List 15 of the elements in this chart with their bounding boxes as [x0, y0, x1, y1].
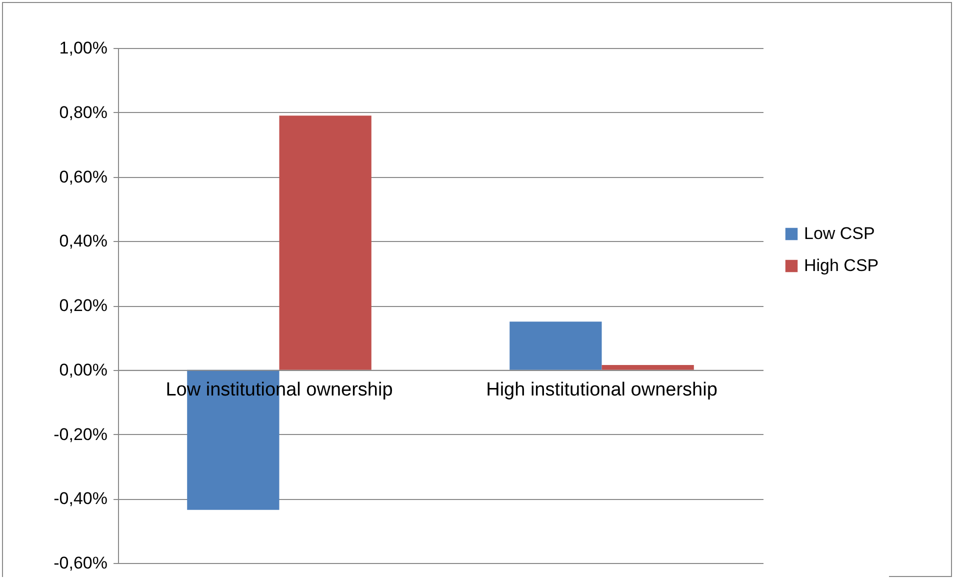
legend-label: High CSP — [804, 256, 879, 275]
y-tick-label: 0,20% — [59, 296, 108, 315]
y-tick-label: 1,00% — [59, 38, 108, 58]
x-tick-label: High institutional ownership — [486, 379, 718, 400]
y-tick-label: -0,40% — [54, 489, 108, 508]
y-tick-label: -0,20% — [54, 424, 108, 444]
y-tick-label: 0,40% — [59, 232, 108, 251]
bar — [510, 322, 602, 370]
bar — [602, 365, 694, 370]
y-tick-label: 0,00% — [59, 360, 108, 380]
y-tick-label: 0,80% — [59, 102, 108, 122]
bar — [279, 116, 372, 370]
y-tick-label: 0,60% — [59, 167, 108, 186]
y-tick-label: -0,60% — [54, 554, 108, 572]
legend-label: Low CSP — [804, 224, 875, 243]
